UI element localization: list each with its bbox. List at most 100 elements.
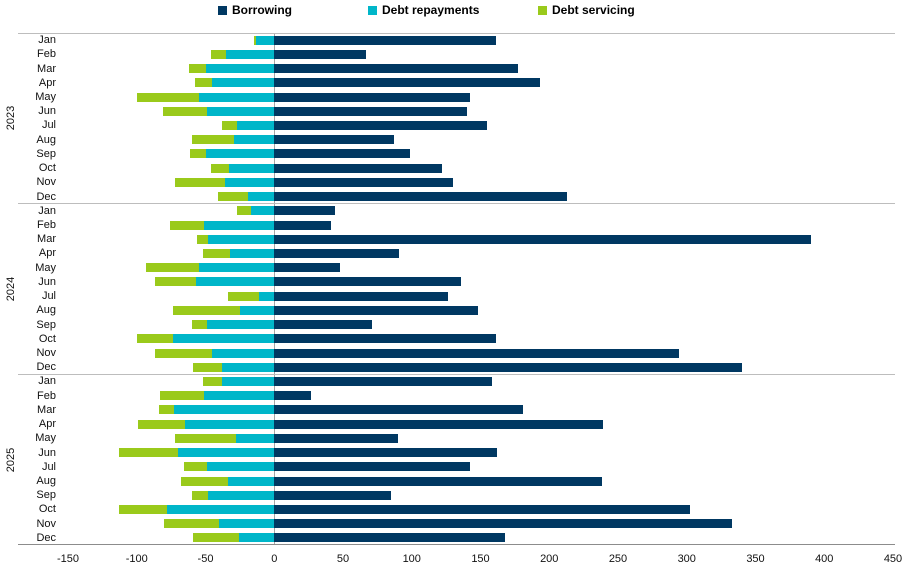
bar-borrowing-2024-Aug [274, 305, 478, 315]
month-label-2025-Jan: Jan [38, 375, 56, 388]
debt-servicing-swatch-icon [538, 5, 547, 15]
bar-debt-repayments-2025-Jun [178, 448, 275, 458]
legend-label-debt-servicing: Debt servicing [552, 3, 635, 17]
bar-debt-servicing-2025-Nov [164, 519, 220, 529]
bar-borrowing-2024-Sep [274, 320, 372, 330]
bar-debt-servicing-2024-Feb [169, 220, 205, 230]
bar-borrowing-2025-Apr [274, 419, 603, 429]
bar-borrowing-2025-Dec [274, 533, 506, 543]
x-axis-line [18, 544, 895, 545]
bar-debt-repayments-2023-Feb [226, 49, 275, 59]
year-separator [18, 373, 895, 375]
month-label-2023-Jan: Jan [38, 34, 56, 47]
bar-borrowing-2023-Sep [274, 149, 411, 159]
bar-debt-servicing-2025-Feb [160, 391, 205, 401]
bar-borrowing-2024-Apr [274, 248, 400, 258]
x-tick-200: 200 [540, 553, 559, 565]
month-label-2023-Apr: Apr [38, 76, 56, 89]
bar-debt-repayments-2025-Sep [208, 490, 275, 500]
bar-debt-servicing-2025-Apr [138, 419, 185, 429]
bar-borrowing-2025-May [274, 433, 398, 443]
bar-borrowing-2025-Jan [274, 376, 492, 386]
bar-debt-repayments-2025-Apr [184, 419, 275, 429]
month-label-2025-Apr: Apr [38, 418, 56, 431]
bar-borrowing-2023-Jul [274, 120, 488, 130]
month-label-2023-Jun: Jun [38, 105, 56, 118]
bar-borrowing-2024-Jan [274, 206, 335, 216]
bar-debt-repayments-2023-Dec [248, 192, 275, 202]
x-tick-150: 150 [471, 553, 490, 565]
bar-debt-servicing-2024-Apr [202, 248, 231, 258]
month-label-2024-Dec: Dec [36, 361, 56, 374]
bar-debt-repayments-2023-Nov [224, 177, 275, 187]
month-label-2024-Jun: Jun [38, 275, 56, 288]
bar-borrowing-2025-Aug [274, 476, 602, 486]
x-axis: -150 -100 -50 0 50 100 150 200 250 300 350 400 450 [0, 545, 912, 575]
bar-debt-servicing-2023-Oct [211, 163, 229, 173]
bar-borrowing-2025-Nov [274, 519, 733, 529]
bar-borrowing-2024-Nov [274, 348, 679, 358]
bar-borrowing-2024-Oct [274, 334, 496, 344]
month-label-2025-Sep: Sep [36, 489, 56, 502]
bar-debt-servicing-2024-May [146, 263, 199, 273]
bar-borrowing-2024-May [274, 263, 341, 273]
month-label-2025-Jun: Jun [38, 446, 56, 459]
plot-top-border [18, 33, 895, 34]
bar-debt-repayments-2024-Feb [204, 220, 275, 230]
bar-debt-servicing-2025-Aug [180, 476, 228, 486]
bar-debt-servicing-2024-Nov [154, 348, 213, 358]
x-tick-0: 0 [271, 553, 278, 565]
bar-borrowing-2024-Mar [274, 234, 811, 244]
bar-borrowing-2025-Jun [274, 448, 497, 458]
month-label-2024-Sep: Sep [36, 318, 56, 331]
bar-debt-servicing-2023-Aug [191, 135, 235, 145]
month-label-2025-Mar: Mar [37, 403, 56, 416]
x-tick-300: 300 [677, 553, 696, 565]
bar-borrowing-2023-Nov [274, 177, 453, 187]
bar-debt-repayments-2025-Mar [173, 405, 275, 415]
bar-debt-servicing-2023-Jan [253, 35, 257, 45]
bar-debt-servicing-2023-Nov [175, 177, 225, 187]
bar-debt-repayments-2023-Jul [237, 120, 275, 130]
x-tick--50: -50 [197, 553, 214, 565]
month-label-2024-Oct: Oct [38, 332, 56, 345]
bar-debt-repayments-2024-Nov [212, 348, 275, 358]
bar-debt-servicing-2025-Jul [183, 462, 207, 472]
bar-borrowing-2023-Jan [274, 35, 496, 45]
bar-borrowing-2024-Feb [274, 220, 331, 230]
bar-debt-repayments-2024-Sep [206, 320, 275, 330]
month-label-2025-Feb: Feb [37, 389, 56, 402]
bar-debt-repayments-2023-May [198, 92, 275, 102]
x-tick-250: 250 [608, 553, 628, 565]
month-label-2024-Mar: Mar [37, 233, 56, 246]
month-label-2024-Feb: Feb [37, 219, 56, 231]
bar-borrowing-2023-Aug [274, 135, 394, 145]
month-label-2023-May: May [35, 91, 56, 103]
bar-debt-repayments-2023-Sep [205, 149, 275, 159]
zero-axis-line [273, 33, 275, 545]
month-label-2023-Nov: Nov [36, 176, 56, 189]
legend-label-borrowing: Borrowing [232, 3, 292, 17]
bar-debt-servicing-2025-Mar [158, 405, 174, 415]
bar-debt-servicing-2023-May [136, 92, 199, 102]
bar-debt-servicing-2024-Sep [191, 320, 207, 330]
bar-debt-repayments-2025-Nov [219, 519, 275, 529]
bar-borrowing-2023-Dec [274, 192, 568, 202]
x-tick--100: -100 [125, 553, 148, 565]
bar-borrowing-2024-Jul [274, 291, 448, 301]
bar-debt-repayments-2025-Jul [206, 462, 275, 472]
bar-borrowing-2025-Oct [274, 504, 690, 514]
bar-borrowing-2023-May [274, 92, 470, 102]
x-tick-350: 350 [746, 553, 765, 565]
month-label-2023-Aug: Aug [36, 133, 56, 146]
month-label-2023-Dec: Dec [36, 190, 56, 203]
legend-label-debt-repayments: Debt repayments [382, 3, 480, 17]
plot-area: 2023 Jan Feb Mar Apr May Jun Jul Aug Sep Oct Nov Dec… [0, 33, 912, 545]
bar-debt-servicing-2023-Sep [190, 149, 206, 159]
bar-borrowing-2025-Jul [274, 462, 470, 472]
bar-debt-servicing-2025-Jun [118, 448, 178, 458]
month-label-2024-Jan: Jan [38, 204, 56, 217]
bar-debt-repayments-2023-Jun [206, 106, 275, 116]
bar-debt-repayments-2025-Feb [204, 391, 275, 401]
bar-debt-servicing-2023-Apr [194, 78, 213, 88]
